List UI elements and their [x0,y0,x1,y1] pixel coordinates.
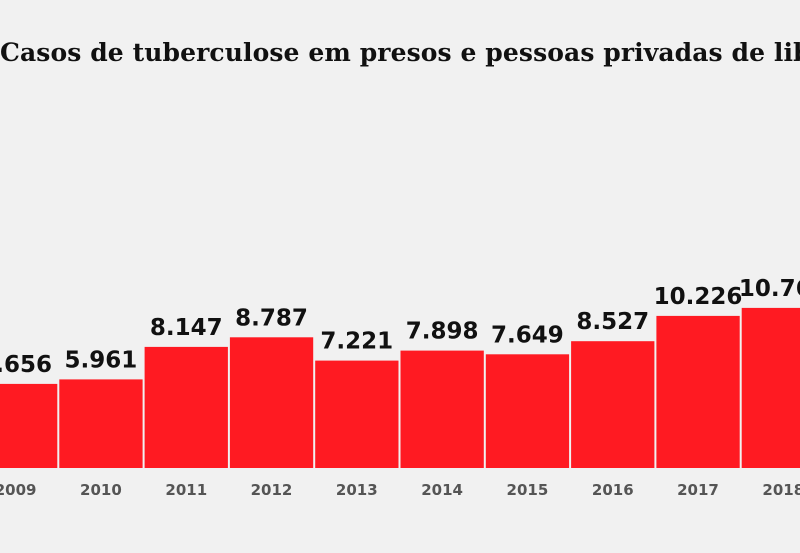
value-label-2013: 7.221 [320,329,393,355]
bar-2010 [59,379,143,468]
value-label-2012: 8.787 [235,305,308,331]
bar-2016 [571,341,655,468]
value-label-2015: 7.649 [491,322,564,348]
value-label-2011: 8.147 [150,315,223,341]
value-label-2010: 5.961 [65,347,138,373]
bar-2015 [485,354,570,468]
value-label-2016: 8.527 [576,309,649,335]
x-tick-label-2014: 2014 [421,481,463,499]
x-tick-label-2012: 2012 [251,481,293,499]
bar-2017 [656,315,740,468]
x-tick-label-2015: 2015 [507,481,549,499]
bar-2013 [315,360,399,468]
value-label-2009: 5.656 [0,352,52,378]
bar-2009 [0,383,58,468]
x-axis-ticks-group: 2009 2010 2011 2012 2013 2014 2015 2016 2017 2018 [0,481,800,499]
x-tick-label-2016: 2016 [592,481,634,499]
bar-2014 [400,350,484,468]
bar-2011 [144,346,228,468]
x-tick-label-2010: 2010 [80,481,122,499]
value-labels-group: 5.656 5.961 8.147 8.787 7.221 7.898 7.649 8.527… [0,276,800,378]
value-label-2017: 10.226 [654,284,743,310]
x-tick-label-2018: 2018 [762,481,800,499]
bar-2012 [229,337,314,468]
x-tick-label-2017: 2017 [677,481,719,499]
bar-2018 [741,307,800,468]
value-label-2018: 10.764 [739,276,800,302]
x-tick-label-2013: 2013 [336,481,378,499]
bars-group [0,307,800,468]
value-label-2014: 7.898 [406,319,479,345]
x-tick-label-2011: 2011 [165,481,207,499]
x-tick-label-2009: 2009 [0,481,36,499]
chart-title: Casos de tuberculose em presos e pessoas… [0,38,800,67]
